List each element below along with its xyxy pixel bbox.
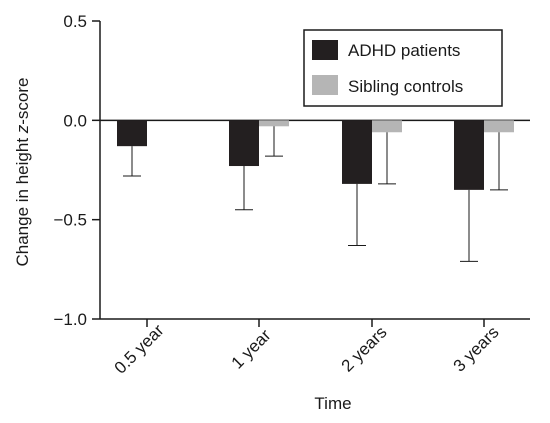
x-axis: 0.5 year 1 year 2 years 3 years [100, 318, 530, 378]
x-tick-label: 0.5 year [111, 320, 168, 377]
bar-sibling-controls [484, 120, 514, 133]
x-tick-label: 3 years [450, 323, 503, 376]
y-tick-label: −0.5 [53, 211, 87, 230]
bar-adhd-patients [342, 120, 372, 184]
bar-adhd-patients [454, 120, 484, 190]
bars [117, 120, 514, 190]
y-tick-label: 0.0 [63, 111, 87, 130]
y-tick-label: 0.5 [63, 12, 87, 31]
error-bars [123, 126, 508, 262]
x-axis-label: Time [314, 394, 351, 413]
legend: ADHD patients Sibling controls [303, 29, 503, 107]
bar-adhd-patients [229, 120, 259, 167]
legend-swatch-sibling-controls [312, 75, 338, 95]
legend-swatch-adhd-patients [312, 40, 338, 60]
x-tick-label: 2 years [338, 323, 391, 376]
y-tick-label: −1.0 [53, 310, 87, 329]
y-axis-label: Change in height z-score [13, 77, 32, 266]
legend-label-sibling-controls: Sibling controls [348, 77, 463, 96]
legend-label-adhd-patients: ADHD patients [348, 41, 460, 60]
x-tick-label: 1 year [228, 325, 275, 372]
bar-sibling-controls [372, 120, 402, 133]
bar-sibling-controls [259, 120, 289, 127]
bar-adhd-patients [117, 120, 147, 147]
